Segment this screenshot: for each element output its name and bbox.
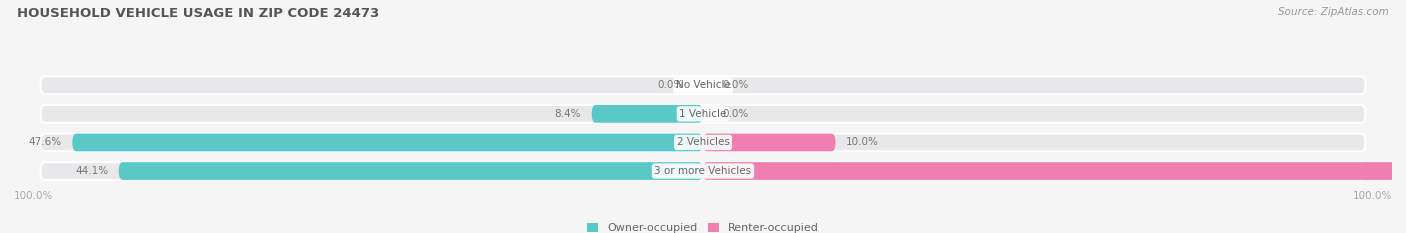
Text: Source: ZipAtlas.com: Source: ZipAtlas.com (1278, 7, 1389, 17)
Text: 100.0%: 100.0% (1353, 191, 1392, 201)
Text: 100.0%: 100.0% (14, 191, 53, 201)
FancyBboxPatch shape (72, 134, 703, 151)
Text: HOUSEHOLD VEHICLE USAGE IN ZIP CODE 24473: HOUSEHOLD VEHICLE USAGE IN ZIP CODE 2447… (17, 7, 380, 20)
Text: 47.6%: 47.6% (28, 137, 62, 147)
Legend: Owner-occupied, Renter-occupied: Owner-occupied, Renter-occupied (586, 223, 820, 233)
FancyBboxPatch shape (118, 162, 703, 180)
FancyBboxPatch shape (41, 162, 1365, 180)
Text: 0.0%: 0.0% (657, 80, 683, 90)
Text: 0.0%: 0.0% (723, 80, 749, 90)
FancyBboxPatch shape (41, 134, 1365, 151)
FancyBboxPatch shape (41, 76, 1365, 94)
Text: No Vehicle: No Vehicle (675, 80, 731, 90)
Text: 44.1%: 44.1% (75, 166, 108, 176)
FancyBboxPatch shape (703, 134, 835, 151)
FancyBboxPatch shape (703, 162, 1406, 180)
Text: 8.4%: 8.4% (554, 109, 581, 119)
FancyBboxPatch shape (592, 105, 703, 123)
Text: 0.0%: 0.0% (723, 109, 749, 119)
Text: 10.0%: 10.0% (846, 137, 879, 147)
Text: 2 Vehicles: 2 Vehicles (676, 137, 730, 147)
Text: 1 Vehicle: 1 Vehicle (679, 109, 727, 119)
Text: 3 or more Vehicles: 3 or more Vehicles (654, 166, 752, 176)
FancyBboxPatch shape (41, 105, 1365, 123)
